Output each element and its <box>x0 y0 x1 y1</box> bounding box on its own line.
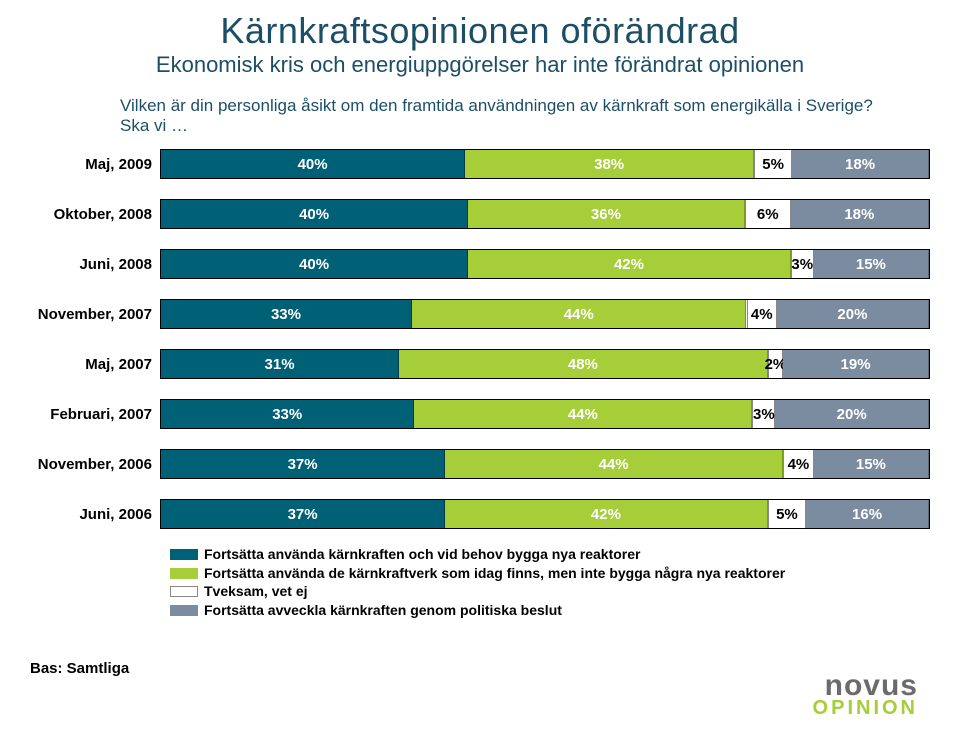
bar-segment: 20% <box>777 300 929 328</box>
bar-segment: 44% <box>412 300 747 328</box>
bar-segment: 6% <box>745 200 791 228</box>
bar-category-label: Juni, 2008 <box>30 256 160 273</box>
bar-track: 37%44%4%15% <box>160 449 930 479</box>
bar-row: Juni, 200840%42%3%15% <box>30 242 930 286</box>
bar-row: Februari, 200733%44%3%20% <box>30 392 930 436</box>
bar-track: 37%42%5%16% <box>160 499 930 529</box>
bar-segment: 42% <box>445 500 768 528</box>
bar-segment: 15% <box>814 250 929 278</box>
bar-segment: 48% <box>399 350 768 378</box>
legend-label: Tveksam, vet ej <box>204 583 308 601</box>
legend-item: Tveksam, vet ej <box>170 583 930 601</box>
logo-line1: novus <box>813 672 918 699</box>
bar-segment: 5% <box>768 500 806 528</box>
bar-segment: 36% <box>468 200 744 228</box>
bar-segment: 18% <box>792 150 929 178</box>
bar-segment: 4% <box>747 300 777 328</box>
bar-segment: 33% <box>161 400 414 428</box>
bar-row: Oktober, 200840%36%6%18% <box>30 192 930 236</box>
bar-segment: 16% <box>806 500 929 528</box>
bar-segment: 44% <box>445 450 783 478</box>
main-title: Kärnkraftsopinionen oförändrad <box>30 10 930 52</box>
legend-swatch <box>170 605 198 616</box>
bar-row: November, 200637%44%4%15% <box>30 442 930 486</box>
base-label: Bas: Samtliga <box>30 660 129 677</box>
legend-label: Fortsätta avveckla kärnkraften genom pol… <box>204 602 562 620</box>
legend-label: Fortsätta använda de kärnkraftverk som i… <box>204 565 785 583</box>
legend-item: Fortsätta använda de kärnkraftverk som i… <box>170 565 930 583</box>
bar-row: Juni, 200637%42%5%16% <box>30 492 930 536</box>
bar-segment: 4% <box>783 450 814 478</box>
bar-segment: 31% <box>161 350 399 378</box>
bar-track: 33%44%4%20% <box>160 299 930 329</box>
bar-segment: 40% <box>161 150 465 178</box>
bar-segment: 5% <box>754 150 792 178</box>
bar-segment: 18% <box>791 200 929 228</box>
bar-segment: 40% <box>161 200 468 228</box>
legend-swatch <box>170 586 198 597</box>
bar-category-label: Oktober, 2008 <box>30 206 160 223</box>
bar-segment: 3% <box>752 400 775 428</box>
bar-segment: 20% <box>775 400 929 428</box>
bar-category-label: November, 2007 <box>30 306 160 323</box>
logo-line2: OPINION <box>813 699 918 717</box>
legend-swatch <box>170 568 198 579</box>
bar-segment: 15% <box>814 450 929 478</box>
bar-row: November, 200733%44%4%20% <box>30 292 930 336</box>
bar-category-label: Juni, 2006 <box>30 506 160 523</box>
bar-segment: 33% <box>161 300 412 328</box>
stacked-bar-chart: Maj, 200940%38%5%18%Oktober, 200840%36%6… <box>30 142 930 536</box>
bar-category-label: Maj, 2007 <box>30 356 160 373</box>
page-root: Kärnkraftsopinionen oförändrad Ekonomisk… <box>0 0 960 735</box>
legend-item: Fortsätta avveckla kärnkraften genom pol… <box>170 602 930 620</box>
bar-row: Maj, 200731%48%2%19% <box>30 342 930 386</box>
bar-row: Maj, 200940%38%5%18% <box>30 142 930 186</box>
bar-track: 40%36%6%18% <box>160 199 930 229</box>
bar-category-label: Februari, 2007 <box>30 406 160 423</box>
bar-segment: 37% <box>161 500 445 528</box>
legend-item: Fortsätta använda kärnkraften och vid be… <box>170 546 930 564</box>
bar-segment: 40% <box>161 250 468 278</box>
bar-track: 40%38%5%18% <box>160 149 930 179</box>
logo: novus OPINION <box>813 672 918 717</box>
bar-track: 31%48%2%19% <box>160 349 930 379</box>
question-text: Vilken är din personliga åsikt om den fr… <box>120 96 900 136</box>
legend-label: Fortsätta använda kärnkraften och vid be… <box>204 546 640 564</box>
bar-segment: 3% <box>791 250 814 278</box>
subtitle: Ekonomisk kris och energiuppgörelser har… <box>30 52 930 78</box>
legend-swatch <box>170 549 198 560</box>
bar-segment: 37% <box>161 450 445 478</box>
legend: Fortsätta använda kärnkraften och vid be… <box>170 546 930 619</box>
bar-segment: 2% <box>768 350 783 378</box>
bar-category-label: Maj, 2009 <box>30 156 160 173</box>
bar-segment: 38% <box>465 150 754 178</box>
bar-category-label: November, 2006 <box>30 456 160 473</box>
bar-track: 33%44%3%20% <box>160 399 930 429</box>
bar-segment: 19% <box>783 350 929 378</box>
bar-segment: 42% <box>468 250 791 278</box>
bar-segment: 44% <box>414 400 752 428</box>
bar-track: 40%42%3%15% <box>160 249 930 279</box>
